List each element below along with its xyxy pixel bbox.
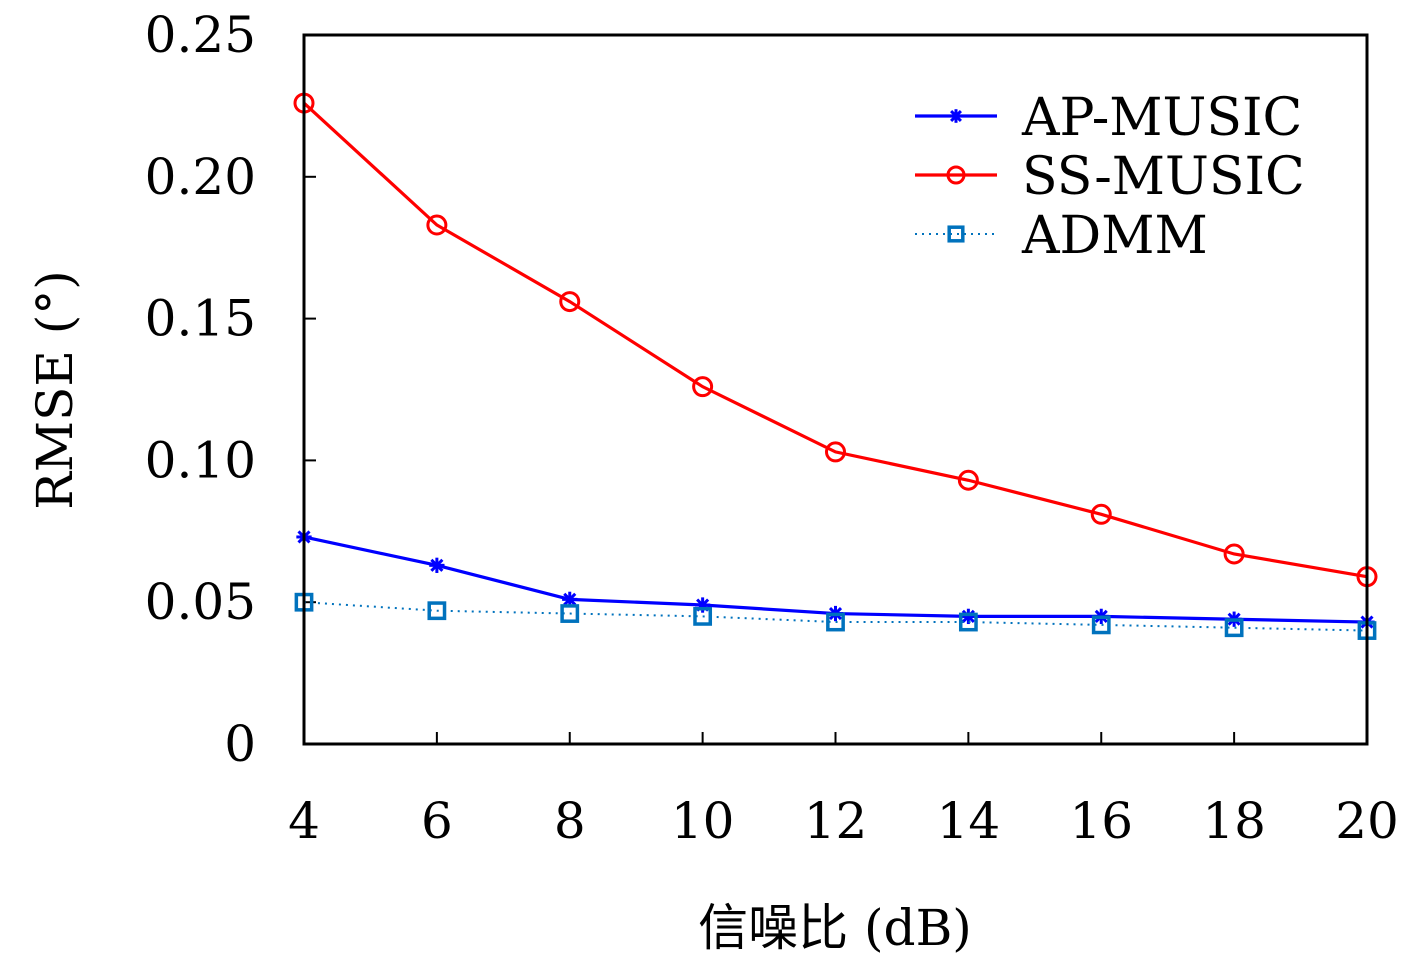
y-tick-label: 0.10 <box>145 431 256 489</box>
data-point <box>429 557 445 573</box>
data-point <box>825 441 846 463</box>
data-point <box>1091 615 1111 635</box>
data-point <box>693 606 713 626</box>
data-point <box>559 291 581 313</box>
data-point <box>1090 503 1112 525</box>
data-point <box>426 214 448 236</box>
data-point <box>949 109 963 123</box>
x-tick-label: 16 <box>1069 792 1133 850</box>
x-axis-label: 信噪比 (dB) <box>698 899 972 957</box>
plot-frame <box>302 33 1369 746</box>
y-axis-label: RMSE (°) <box>26 270 84 510</box>
data-point <box>826 612 845 632</box>
data-point <box>1224 618 1244 638</box>
x-tick-label: 20 <box>1335 792 1399 850</box>
x-tick-label: 4 <box>288 792 320 850</box>
series-line <box>302 101 1368 579</box>
y-tick-label: 0.20 <box>145 148 256 206</box>
data-point <box>692 376 714 398</box>
legend-entry: AP-MUSIC <box>915 88 1302 148</box>
x-tick-label: 10 <box>671 792 735 850</box>
data-point <box>946 165 966 185</box>
x-tick-label: 14 <box>937 792 1001 850</box>
data-point <box>957 469 979 491</box>
y-tick-label: 0.15 <box>145 290 256 348</box>
legend-label: AP-MUSIC <box>1021 88 1302 148</box>
data-point <box>1223 543 1245 565</box>
x-tick-label: 18 <box>1202 792 1266 850</box>
data-point <box>427 601 447 621</box>
data-point <box>562 591 578 608</box>
x-tick-label: 12 <box>804 792 868 850</box>
x-tick-label: 8 <box>554 792 586 850</box>
marker-stroke <box>430 558 444 572</box>
y-tick-label: 0 <box>224 715 256 773</box>
marker-stroke <box>950 110 962 122</box>
axes: 4 6 8 10 12 14 16 18 20 0 0.05 0.10 0.15 0.20 0.25 <box>145 6 1399 850</box>
y-tick-label: 0.25 <box>145 6 256 64</box>
legend-entry: ADMM <box>915 206 1208 266</box>
legend-entry: SS-MUSIC <box>915 147 1305 207</box>
data-point <box>947 225 965 243</box>
data-point <box>560 604 580 623</box>
legend-label: SS-MUSIC <box>1022 147 1305 207</box>
x-tick-label: 6 <box>421 792 453 850</box>
marker-stroke <box>563 592 577 606</box>
y-tick-label: 0.05 <box>145 573 256 631</box>
series-layer <box>293 92 1378 640</box>
data-point <box>958 612 978 632</box>
legend-label: ADMM <box>1021 206 1208 266</box>
